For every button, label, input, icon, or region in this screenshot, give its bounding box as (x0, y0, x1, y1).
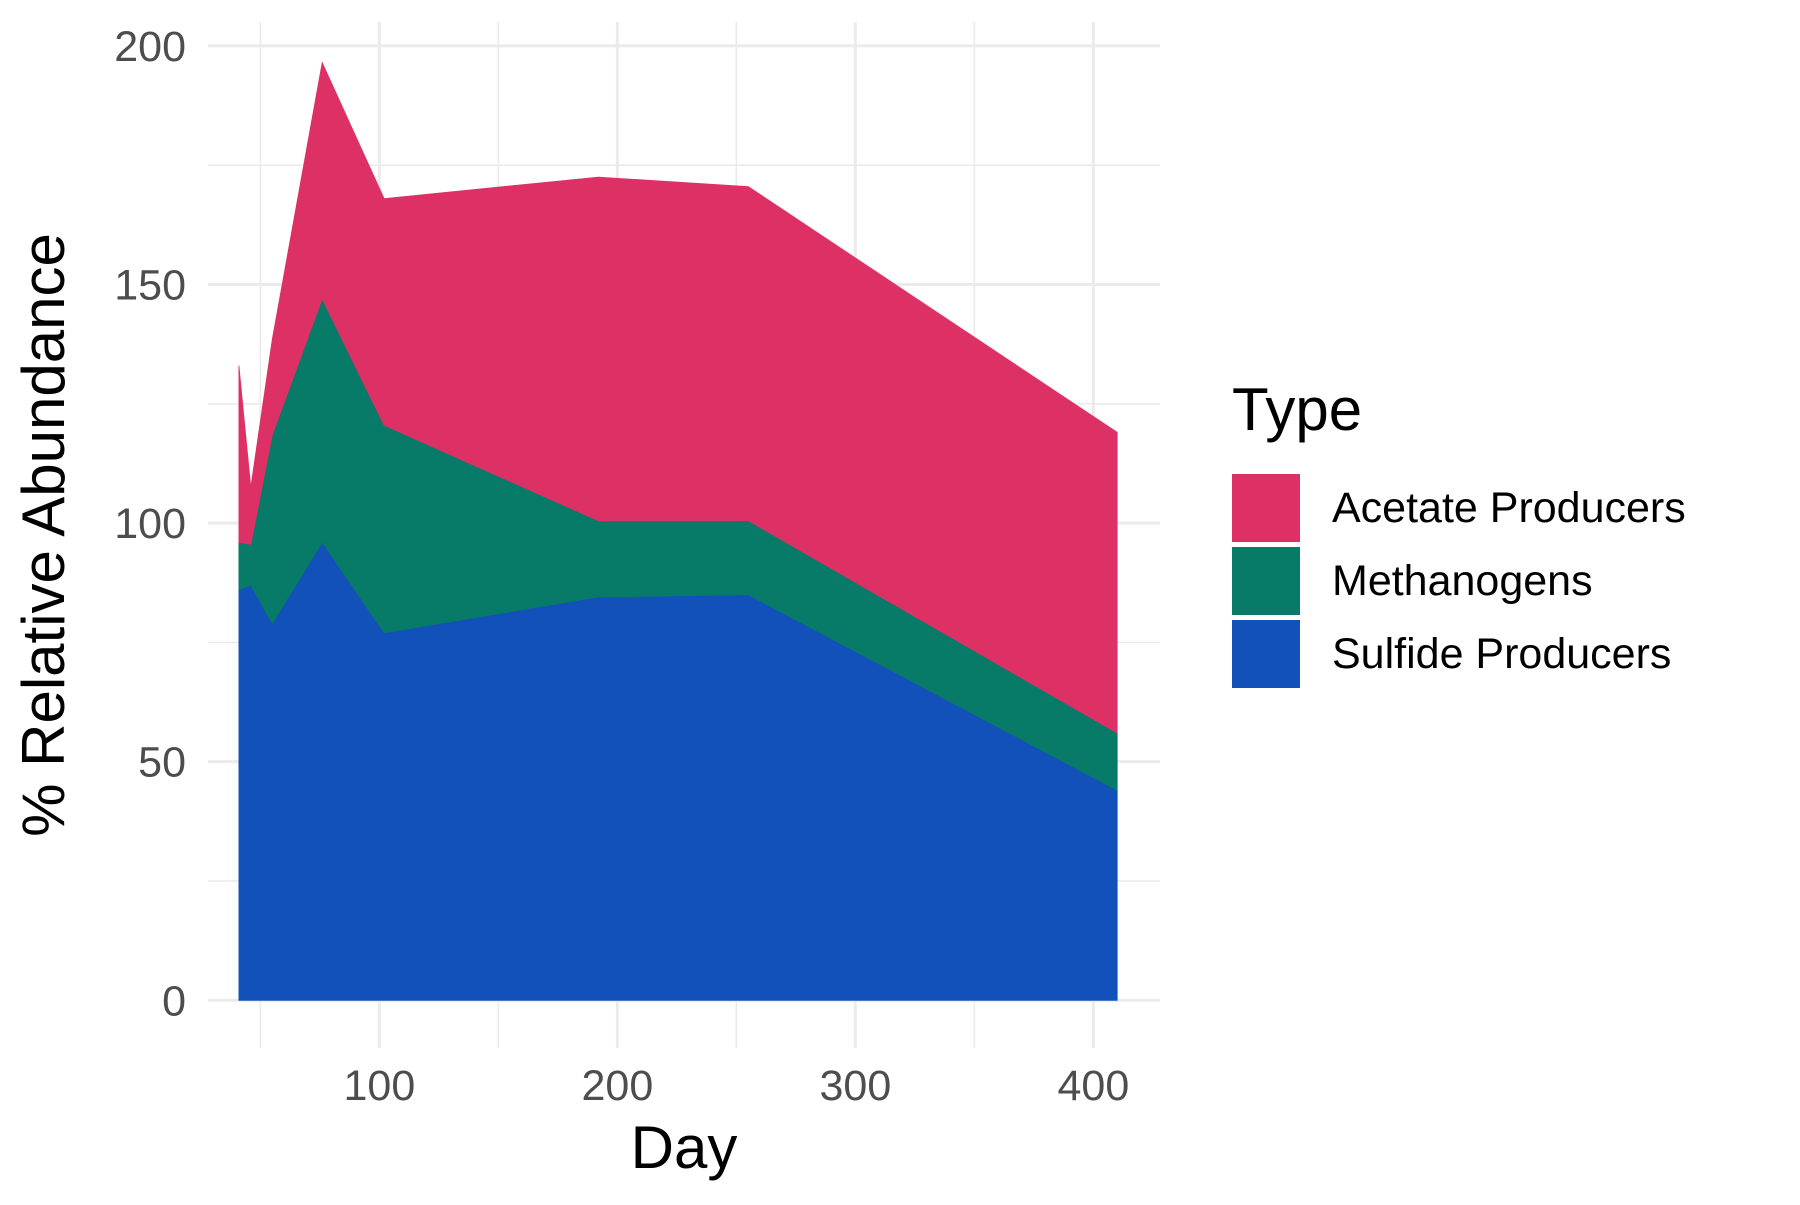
area-series (238, 61, 1118, 1001)
y-tick-label: 150 (114, 261, 186, 309)
x-tick-label: 300 (819, 1062, 891, 1110)
y-tick-label: 100 (114, 500, 186, 548)
legend-swatch-sulfide-producers (1232, 620, 1300, 688)
axis-labels: 0 50 100 150 200 100 200 300 400 (114, 23, 1129, 1110)
legend-title: Type (1232, 376, 1362, 443)
x-axis-title: Day (631, 1114, 738, 1181)
legend-swatch-methanogens (1232, 547, 1300, 615)
y-tick-label: 50 (138, 739, 186, 787)
y-tick-label: 0 (162, 977, 186, 1025)
legend-label-methanogens: Methanogens (1332, 557, 1593, 605)
x-tick-label: 400 (1057, 1062, 1129, 1110)
area-acetate-producers (238, 61, 1118, 734)
legend-items: Acetate Producers Methanogens Sulfide Prod… (1232, 474, 1686, 688)
legend-swatch-acetate-producers (1232, 474, 1300, 542)
legend-label-sulfide-producers: Sulfide Producers (1332, 630, 1671, 678)
x-tick-label: 100 (343, 1062, 415, 1110)
legend: Type Acetate Producers Methanogens Sulfide… (1232, 376, 1686, 688)
x-tick-label: 200 (581, 1062, 653, 1110)
y-tick-label: 200 (114, 23, 186, 71)
legend-label-acetate-producers: Acetate Producers (1332, 484, 1686, 532)
y-axis-title: % Relative Abundance (10, 233, 77, 837)
